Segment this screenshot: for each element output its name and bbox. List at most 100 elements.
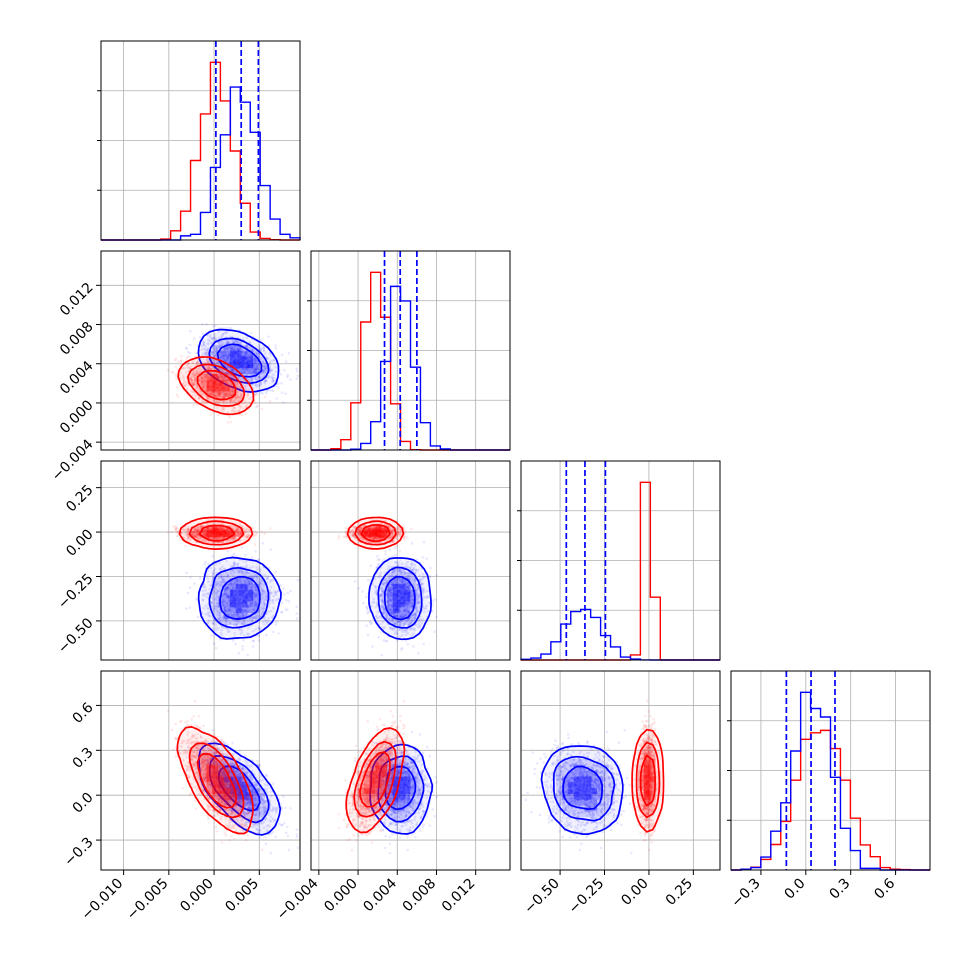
density-cell bbox=[200, 338, 207, 345]
sample-point bbox=[214, 388, 217, 391]
sample-point bbox=[223, 399, 226, 403]
sample-point bbox=[243, 357, 247, 361]
sample-point bbox=[261, 541, 265, 545]
sample-point bbox=[198, 397, 201, 400]
density-cell bbox=[253, 368, 260, 374]
sample-point bbox=[233, 354, 236, 357]
sample-point bbox=[210, 392, 214, 395]
sample-point bbox=[220, 387, 224, 390]
sample-point bbox=[259, 347, 262, 350]
sample-point bbox=[226, 356, 229, 359]
sample-point bbox=[218, 380, 221, 384]
sample-point bbox=[197, 396, 201, 400]
sample-point bbox=[253, 367, 257, 371]
sample-point bbox=[213, 379, 216, 383]
sample-point bbox=[231, 360, 235, 363]
sample-point bbox=[233, 359, 237, 363]
sample-point bbox=[254, 371, 257, 375]
sample-point bbox=[225, 378, 229, 382]
sample-point bbox=[239, 355, 243, 358]
sample-point bbox=[216, 377, 219, 381]
sample-point bbox=[214, 383, 218, 387]
sample-point bbox=[259, 348, 262, 351]
density-cell bbox=[212, 589, 219, 596]
sample-point bbox=[186, 388, 189, 391]
density-cell bbox=[206, 391, 213, 398]
sample-point bbox=[220, 391, 223, 395]
sample-point bbox=[211, 373, 214, 376]
sample-point bbox=[238, 349, 241, 353]
sample-point bbox=[247, 365, 251, 369]
sample-point bbox=[233, 360, 237, 363]
density-cell bbox=[229, 344, 236, 351]
sample-point bbox=[192, 403, 196, 407]
density-cell bbox=[218, 409, 224, 415]
sample-point bbox=[205, 376, 209, 380]
sample-point bbox=[239, 386, 243, 390]
density-cell bbox=[229, 397, 236, 404]
sample-point bbox=[205, 352, 208, 355]
sample-point bbox=[227, 393, 230, 396]
sample-point bbox=[246, 393, 250, 396]
sample-point bbox=[219, 388, 223, 392]
sample-point bbox=[246, 360, 249, 363]
sample-point bbox=[241, 584, 244, 588]
sample-point bbox=[183, 381, 187, 384]
sample-point bbox=[242, 359, 245, 363]
sample-point bbox=[201, 377, 204, 381]
sample-point bbox=[219, 383, 222, 387]
density-cell bbox=[188, 385, 195, 392]
density-cell bbox=[200, 350, 207, 357]
sample-point bbox=[174, 357, 178, 361]
sample-point bbox=[223, 385, 227, 388]
sample-point bbox=[228, 390, 232, 393]
sample-point bbox=[223, 381, 226, 385]
sample-point bbox=[200, 401, 204, 404]
sample-point bbox=[212, 381, 216, 385]
sample-point bbox=[234, 350, 237, 353]
sample-point bbox=[217, 345, 221, 348]
sample-point bbox=[253, 384, 257, 387]
density-cell bbox=[235, 379, 242, 386]
sample-point bbox=[220, 601, 224, 604]
density-cell bbox=[253, 356, 260, 363]
sample-point bbox=[242, 355, 245, 359]
sample-point bbox=[248, 366, 251, 370]
sample-point bbox=[217, 386, 221, 389]
sample-point bbox=[223, 390, 227, 394]
sample-point bbox=[244, 351, 247, 355]
sample-point bbox=[242, 363, 246, 366]
sample-point bbox=[247, 369, 250, 373]
density-cell bbox=[229, 356, 236, 363]
sample-point bbox=[244, 412, 248, 416]
sample-point bbox=[203, 353, 206, 357]
sample-point bbox=[237, 652, 241, 655]
sample-point bbox=[259, 383, 262, 387]
sample-point bbox=[199, 368, 203, 371]
density-cell bbox=[182, 373, 189, 380]
sample-point bbox=[267, 376, 271, 379]
density-cell bbox=[229, 373, 236, 380]
sample-point bbox=[251, 372, 255, 376]
sample-point bbox=[211, 374, 214, 377]
density-cell bbox=[253, 362, 260, 369]
sample-point bbox=[219, 382, 222, 386]
sample-point bbox=[206, 343, 210, 346]
sample-point bbox=[227, 352, 231, 355]
sample-point bbox=[228, 393, 232, 397]
sample-point bbox=[203, 368, 206, 371]
sample-point bbox=[252, 639, 255, 643]
sample-point bbox=[212, 385, 216, 389]
sample-point bbox=[230, 347, 234, 350]
sample-point bbox=[213, 380, 216, 384]
sample-point bbox=[243, 365, 246, 368]
density-cell bbox=[194, 397, 201, 404]
sample-point bbox=[248, 341, 251, 344]
sample-point bbox=[180, 359, 183, 362]
density-cell bbox=[218, 338, 224, 345]
sample-point bbox=[282, 401, 285, 404]
sample-point bbox=[230, 590, 234, 593]
density-cell bbox=[270, 589, 277, 596]
density-cell bbox=[212, 350, 219, 357]
sample-point bbox=[241, 380, 245, 384]
